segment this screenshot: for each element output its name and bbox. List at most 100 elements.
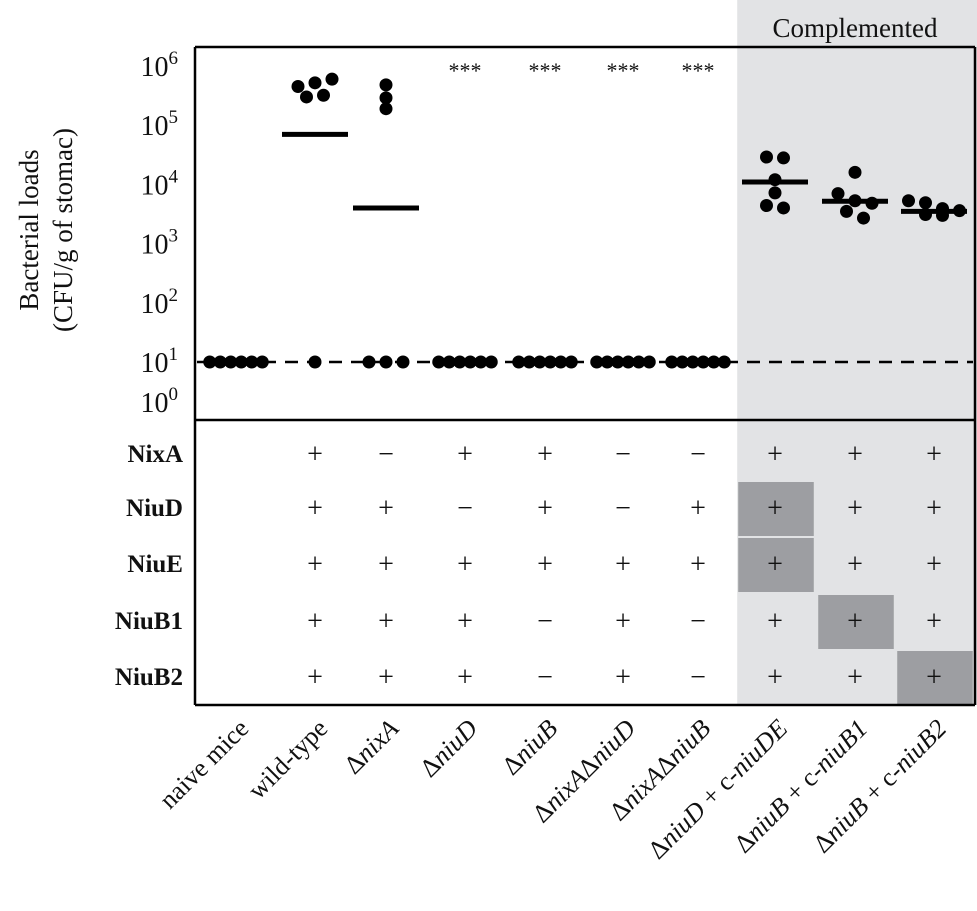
table-cell-symbol: + — [457, 606, 473, 637]
table-cell-symbol: + — [767, 493, 783, 524]
highlight-cell — [738, 538, 814, 592]
y-tick-label: 106 — [141, 48, 179, 83]
table-cell-symbol: + — [307, 662, 323, 693]
data-point — [865, 196, 879, 210]
table-cell-symbol: − — [615, 439, 631, 470]
table-cell-symbol: + — [847, 549, 863, 580]
data-point — [768, 173, 782, 187]
complemented-gene-highlights — [738, 482, 973, 705]
data-point — [245, 355, 259, 369]
data-point — [840, 204, 853, 218]
table-cell-symbol: + — [307, 493, 323, 524]
data-point — [686, 355, 700, 369]
data-point — [665, 355, 679, 369]
data-point — [696, 355, 710, 369]
table-cell-symbol: + — [378, 549, 394, 580]
data-point — [953, 204, 966, 218]
table-cell-symbol: + — [457, 439, 473, 470]
table-cell-symbol: + — [767, 549, 783, 580]
category-label: ΔniuD + c-niuDE — [642, 714, 793, 865]
data-point — [325, 72, 339, 86]
data-point — [902, 194, 915, 208]
significance-label: *** — [449, 58, 482, 83]
table-cell-symbol: + — [615, 606, 631, 637]
data-point — [224, 355, 238, 369]
data-point — [396, 355, 410, 369]
y-tick-label: 104 — [141, 166, 179, 201]
table-cell-symbol: + — [847, 439, 863, 470]
table-cell-symbol: − — [537, 606, 553, 637]
plot-frame — [193, 45, 977, 707]
data-point — [564, 355, 578, 369]
table-cell-symbol: − — [690, 606, 706, 637]
data-point — [848, 194, 862, 208]
data-point — [936, 208, 949, 222]
data-point — [432, 355, 446, 369]
data-point — [857, 211, 870, 225]
table-cell-symbol: + — [537, 493, 553, 524]
table-cell-symbol: + — [847, 662, 863, 693]
category-label: naive mice — [154, 714, 255, 815]
data-point — [474, 355, 488, 369]
genotype-table: NixA + − + + − − + + + NiuD + + − + − + + + + NiuE + + + + + + + + + N… — [115, 439, 942, 693]
table-cell-symbol: + — [690, 549, 706, 580]
data-point — [453, 355, 467, 369]
table-cell-symbol: − — [690, 662, 706, 693]
table-cell-symbol: + — [537, 439, 553, 470]
table-cell-symbol: + — [307, 439, 323, 470]
table-cell-symbol: + — [378, 493, 394, 524]
y-axis-label-line1: Bacterial loads — [14, 149, 44, 310]
data-point — [317, 88, 330, 102]
table-cell-symbol: + — [457, 662, 473, 693]
data-point — [919, 208, 932, 222]
table-cell-symbol: + — [615, 549, 631, 580]
table-cell-symbol: + — [847, 606, 863, 637]
y-tick-label: 105 — [141, 107, 179, 142]
table-cell-symbol: − — [378, 439, 394, 470]
table-cell-symbol: + — [457, 549, 473, 580]
data-point — [777, 201, 790, 215]
y-tick-label: 102 — [141, 285, 179, 320]
table-cell-symbol: − — [537, 662, 553, 693]
table-cell-symbol: − — [457, 493, 473, 524]
data-point — [484, 355, 498, 369]
table-row-label: NixA — [127, 441, 183, 468]
table-cell-symbol: + — [926, 439, 942, 470]
data-point — [543, 355, 557, 369]
data-point — [707, 355, 721, 369]
table-cell-symbol: + — [307, 606, 323, 637]
complemented-panel-title: Complemented — [773, 13, 938, 43]
table-cell-symbol: − — [615, 493, 631, 524]
data-point — [777, 151, 790, 165]
data-point — [760, 199, 773, 213]
category-label: wild-type — [242, 714, 333, 805]
data-point — [234, 355, 248, 369]
data-point — [379, 78, 393, 92]
data-point — [308, 355, 322, 369]
data-points — [203, 72, 966, 369]
data-point — [300, 90, 313, 104]
significance-label: *** — [607, 58, 640, 83]
table-cell-symbol: + — [537, 549, 553, 580]
highlight-cell — [738, 482, 814, 536]
table-cell-symbol: + — [847, 493, 863, 524]
y-axis-ticks: 100 101 102 103 104 105 106 — [141, 48, 179, 419]
data-point — [831, 187, 845, 201]
table-cell-symbol: + — [378, 606, 394, 637]
table-cell-symbol: + — [926, 549, 942, 580]
data-point — [717, 355, 731, 369]
table-cell-symbol: + — [307, 549, 323, 580]
data-point — [675, 355, 689, 369]
data-point — [379, 102, 393, 116]
data-point — [522, 355, 536, 369]
table-cell-symbol: + — [926, 493, 942, 524]
significance-label: *** — [682, 58, 715, 83]
data-point — [600, 355, 614, 369]
data-point — [442, 355, 456, 369]
table-row-label: NiuE — [127, 551, 183, 578]
data-point — [632, 355, 646, 369]
table-cell-symbol: + — [767, 662, 783, 693]
category-label: ΔniuB + c-niuB2 — [807, 714, 952, 859]
